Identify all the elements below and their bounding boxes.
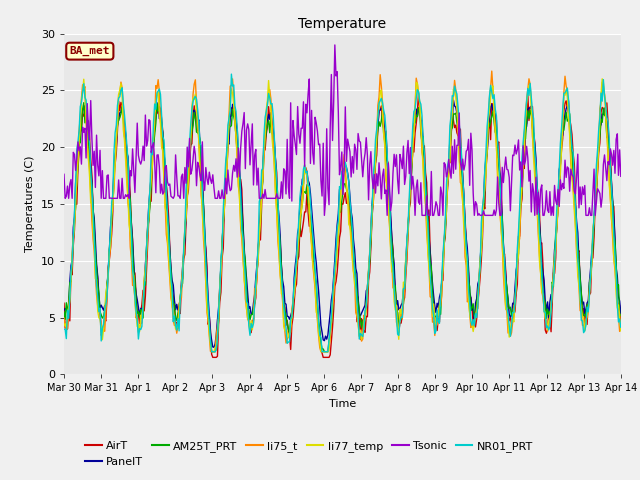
li77_temp	[209, 349, 216, 355]
li75_t	[373, 138, 381, 144]
Line: AirT: AirT	[64, 93, 621, 357]
Tsonic	[374, 183, 381, 189]
NR01_PRT	[472, 311, 479, 316]
AM25T_PRT	[298, 209, 305, 215]
AM25T_PRT	[236, 171, 243, 177]
PanelT	[568, 145, 576, 151]
Tsonic	[234, 174, 241, 180]
Tsonic	[331, 42, 339, 48]
PanelT	[60, 307, 68, 313]
Tsonic	[401, 181, 408, 187]
AM25T_PRT	[60, 309, 68, 315]
li77_temp	[60, 323, 68, 328]
Tsonic	[568, 171, 576, 177]
li75_t	[399, 300, 407, 306]
AirT	[568, 132, 576, 137]
li77_temp	[617, 328, 625, 334]
li77_temp	[598, 76, 606, 82]
li75_t	[568, 173, 576, 179]
Line: Tsonic: Tsonic	[64, 45, 621, 216]
PanelT	[399, 287, 407, 293]
AirT	[472, 324, 479, 330]
NR01_PRT	[568, 146, 576, 152]
AirT	[415, 90, 422, 96]
PanelT	[210, 345, 218, 350]
AM25T_PRT	[208, 349, 216, 355]
Line: li77_temp: li77_temp	[64, 79, 621, 352]
li75_t	[488, 68, 495, 74]
li77_temp	[234, 179, 242, 185]
AM25T_PRT	[401, 286, 408, 291]
AM25T_PRT	[374, 127, 381, 133]
PanelT	[472, 300, 479, 306]
Line: AM25T_PRT: AM25T_PRT	[64, 103, 621, 352]
PanelT	[296, 199, 304, 204]
X-axis label: Time: Time	[329, 399, 356, 409]
Tsonic	[295, 131, 303, 137]
NR01_PRT	[298, 183, 305, 189]
PanelT	[373, 137, 381, 143]
NR01_PRT	[374, 115, 381, 120]
AirT	[373, 153, 381, 158]
Tsonic	[60, 171, 68, 177]
Tsonic	[617, 173, 625, 179]
PanelT	[234, 155, 242, 161]
NR01_PRT	[208, 349, 216, 355]
li75_t	[234, 183, 242, 189]
AM25T_PRT	[80, 100, 88, 106]
NR01_PRT	[228, 71, 236, 77]
AM25T_PRT	[568, 143, 576, 149]
li77_temp	[470, 322, 478, 327]
li77_temp	[567, 154, 575, 159]
PanelT	[449, 97, 457, 103]
AirT	[234, 151, 242, 156]
li75_t	[60, 315, 68, 321]
Line: NR01_PRT: NR01_PRT	[64, 74, 621, 352]
li75_t	[296, 219, 304, 225]
Title: Temperature: Temperature	[298, 17, 387, 31]
li75_t	[617, 325, 625, 331]
Line: li75_t: li75_t	[64, 71, 621, 352]
Legend: AirT, PanelT, AM25T_PRT, li75_t, li77_temp, Tsonic, NR01_PRT: AirT, PanelT, AM25T_PRT, li75_t, li77_te…	[81, 437, 538, 471]
AirT	[617, 322, 625, 327]
li77_temp	[296, 213, 304, 219]
PanelT	[617, 310, 625, 316]
NR01_PRT	[60, 326, 68, 332]
AirT	[399, 298, 407, 303]
Y-axis label: Temperatures (C): Temperatures (C)	[26, 156, 35, 252]
AirT	[296, 222, 304, 228]
li77_temp	[399, 279, 407, 285]
AM25T_PRT	[472, 314, 479, 320]
Text: BA_met: BA_met	[70, 46, 110, 56]
li75_t	[208, 349, 216, 355]
AM25T_PRT	[617, 312, 625, 318]
Tsonic	[472, 199, 479, 204]
NR01_PRT	[617, 324, 625, 330]
Tsonic	[321, 213, 328, 218]
AirT	[60, 300, 68, 306]
li75_t	[470, 318, 478, 324]
AirT	[209, 354, 216, 360]
li77_temp	[373, 129, 381, 134]
NR01_PRT	[236, 169, 243, 175]
Line: PanelT: PanelT	[64, 100, 621, 348]
NR01_PRT	[401, 286, 408, 291]
